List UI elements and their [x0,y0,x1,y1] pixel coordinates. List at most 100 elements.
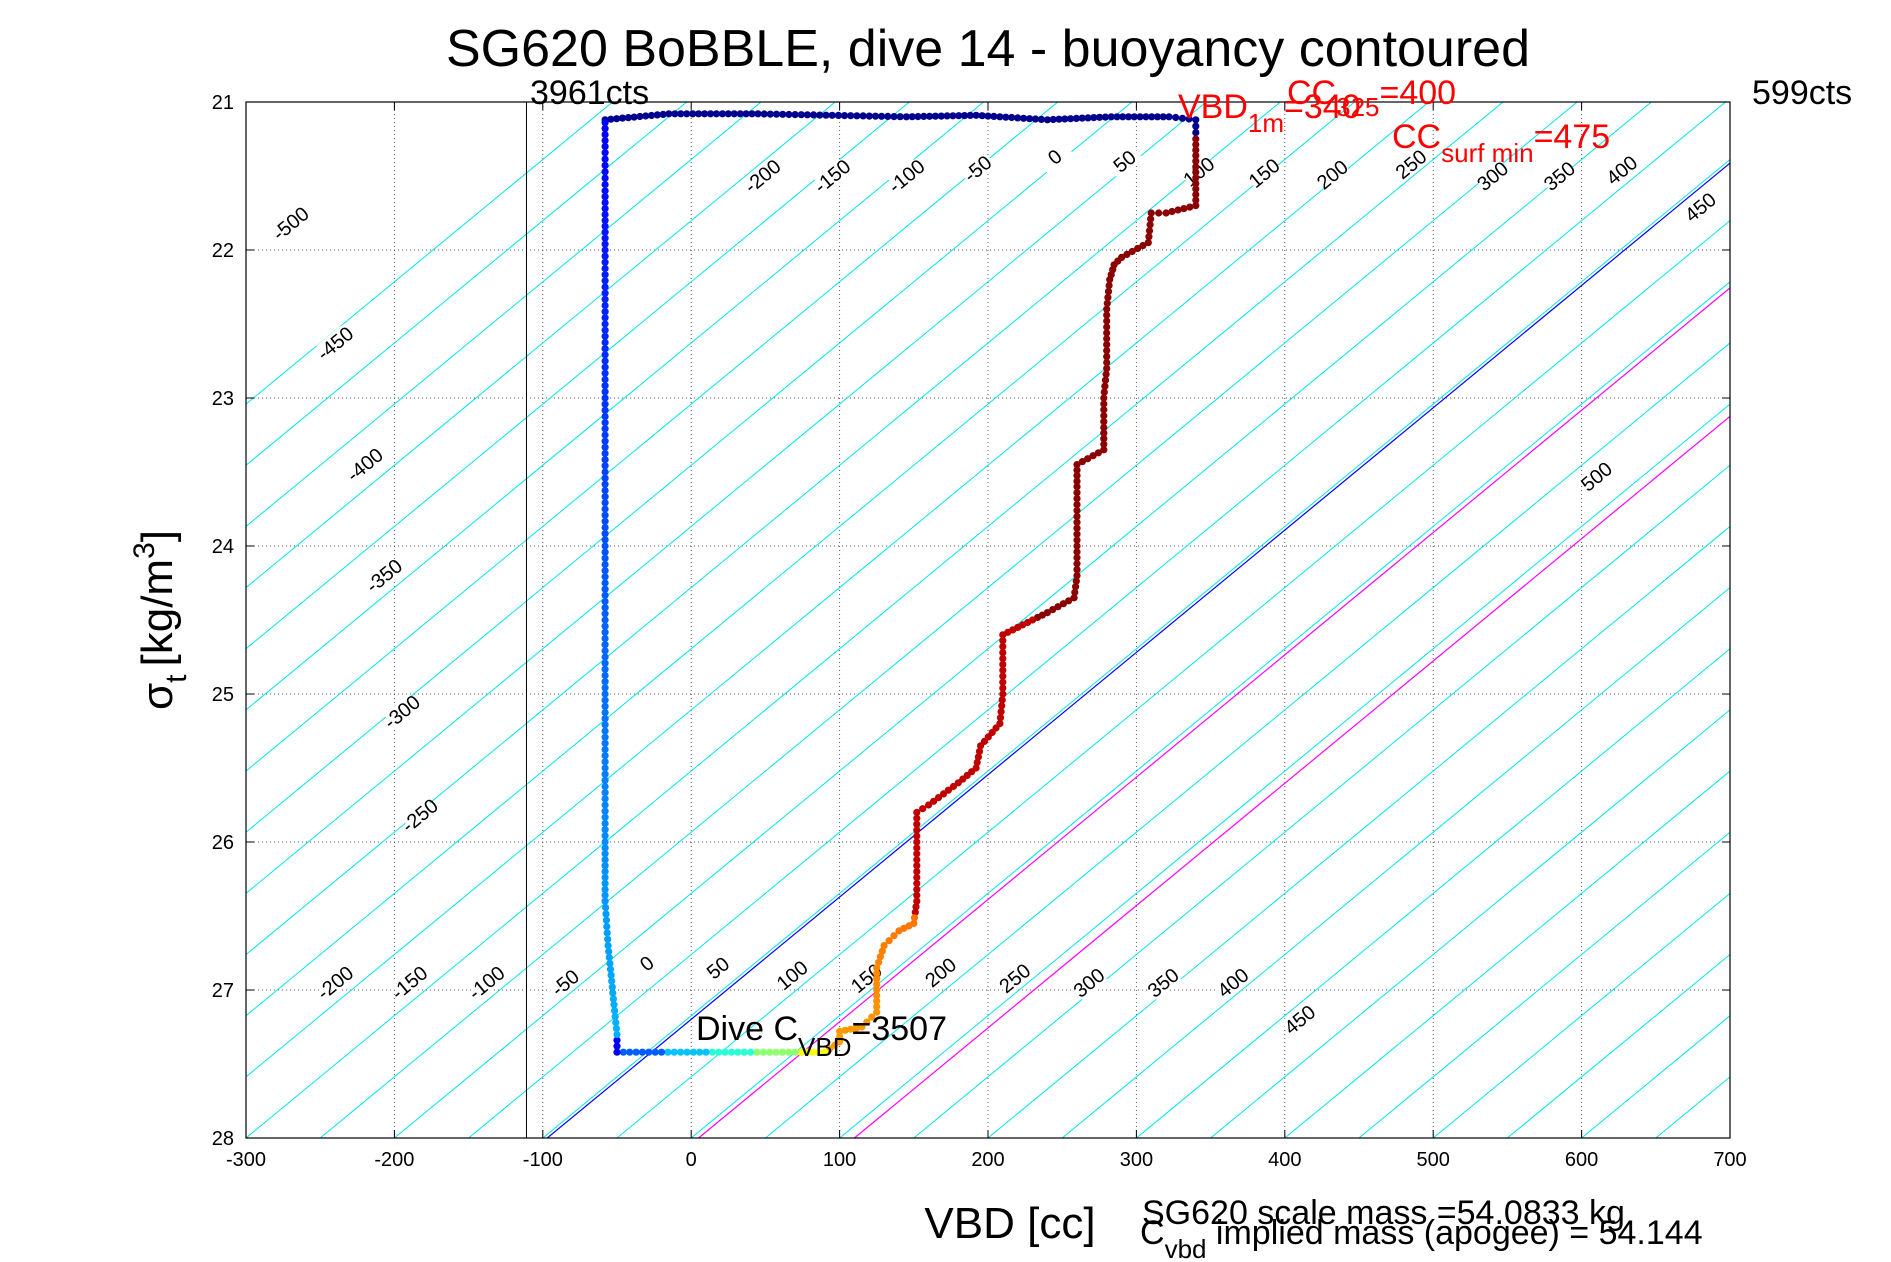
dive-point [1168,207,1176,216]
dive-point [785,1048,793,1056]
dive-point [878,112,886,120]
dive-point [1059,600,1067,608]
dive-point [601,715,609,723]
dive-point [601,844,609,852]
dive-point [908,113,916,121]
dive-point [1084,455,1092,463]
dive-point [601,653,609,661]
dive-point [601,696,609,704]
dive-point [1192,202,1200,210]
dive-point [873,980,881,989]
dive-point [605,953,613,962]
dive-point [601,542,609,550]
dive-point [873,969,881,978]
dive-point [1084,114,1092,122]
dive-point [977,742,985,750]
dive-point [996,113,1004,121]
dive-point [601,536,609,544]
buoyancy-contour-line [246,102,688,466]
contour-label-bg [887,158,926,194]
dive-point [1073,542,1081,550]
dive-point [999,690,1007,698]
dive-point [601,622,609,630]
dive-point [1002,113,1010,121]
dive-point [613,1036,621,1044]
dive-point [601,382,609,390]
dive-point [601,119,609,127]
y-tick-label: 22 [212,240,234,262]
dive-point [1073,554,1081,562]
dive-point [601,406,609,414]
dive-point [608,977,616,985]
dive-point [607,115,615,123]
dive-point [999,649,1007,657]
dive-point [609,995,618,1003]
dive-point [1159,113,1167,121]
cc-325-sub: 325 [1336,92,1379,122]
dive-point [747,1048,755,1056]
scale-mass-label: SG620 scale mass =54.0833 kg [1142,1194,1625,1232]
dive-point [601,240,609,248]
dive-point [1192,141,1200,149]
dive-point [914,113,922,121]
dive-point [1139,242,1147,250]
cc-325-base: CC [1287,74,1336,112]
cc-325-label: CC325=400 [1287,74,1456,122]
dive-point [1100,394,1108,402]
y-axis-label-sup: 3 [128,542,161,559]
buoyancy-contour-line [246,102,1504,1138]
dive-point [810,111,818,119]
dive-point [601,776,609,784]
dive-point [601,369,609,377]
vbd-1m-label: VBD1m=340 [1178,88,1361,138]
dive-point [876,953,885,961]
dive-point [601,862,609,870]
dive-point [601,205,609,213]
dive-point [873,1003,881,1011]
dive-point [1031,115,1040,123]
dive-point [601,357,609,365]
dive-point [1073,536,1081,544]
dive-point [1107,113,1115,121]
dive-point [978,112,986,120]
dive-point [601,819,609,828]
y-axis-label-close: ] [133,530,182,542]
dive-point [911,908,919,916]
dive-point [601,468,609,476]
dive-point [1073,466,1081,474]
buoyancy-contour-line [246,102,1430,1078]
dive-point [601,567,609,575]
buoyancy-contour-line [246,102,1133,833]
reference-lines [525,102,1730,1138]
dive-point [1192,185,1200,193]
dive-point [816,111,824,119]
buoyancy-contour-line [246,102,836,589]
dive-point [954,779,962,787]
dive-point [1055,115,1063,123]
dive-point [601,142,609,150]
x-tick-label: 400 [1268,1149,1301,1171]
dive-point [601,879,609,888]
dive-point [949,782,958,791]
contour-label-bg [1392,146,1430,183]
dive-point [841,1026,849,1034]
dive-point [1073,560,1081,568]
dive-point [766,110,774,118]
dive-point [1128,247,1136,256]
dive-point [1155,209,1163,217]
dive-point [601,745,609,754]
dive-point [999,684,1007,692]
dive-point [913,891,921,899]
dive-point [1073,501,1081,509]
dive-point [603,923,611,931]
contour-label-bg [346,446,384,483]
dive-point [601,425,609,433]
dive-point [1073,495,1081,503]
dive-point [630,113,638,121]
dive-point [601,210,609,219]
cc-surfmin-label: CCsurf min=475 [1392,118,1610,168]
dive-point [966,111,974,119]
dive-point [1119,113,1127,121]
dive-point [612,1024,621,1033]
dive-point [601,832,609,840]
